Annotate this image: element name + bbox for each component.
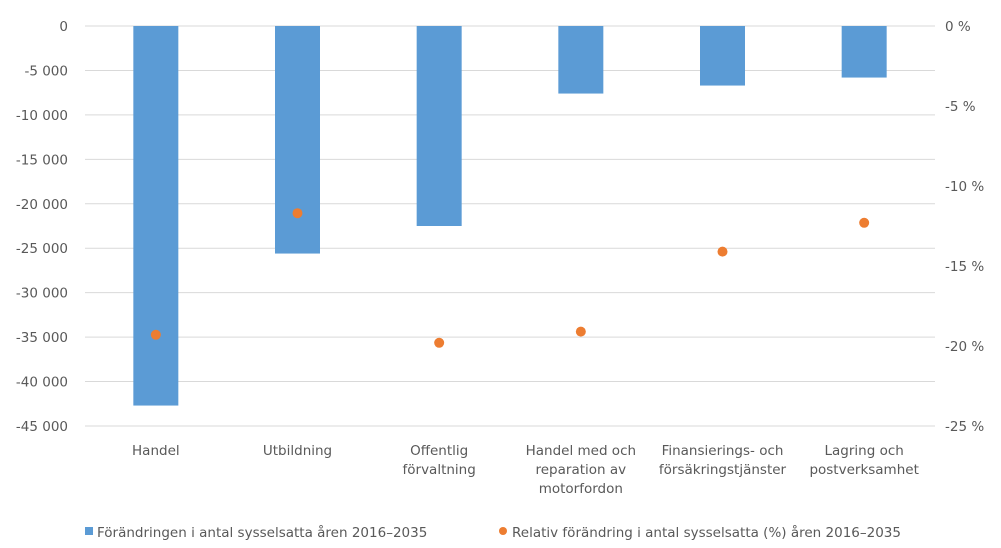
left-axis-tick-label: -5 000 (24, 63, 68, 79)
data-point (575, 326, 586, 337)
category-label-line: Offentlig (410, 443, 468, 459)
data-point (150, 329, 161, 340)
legend-swatch-marker (499, 527, 507, 535)
left-axis-tick-label: -20 000 (16, 197, 68, 213)
category-label-line: förvaltning (403, 462, 476, 478)
category-label: Offentlig förvaltning (403, 443, 476, 478)
legend-label-marker: Relativ förändring i antal sysselsatta (… (512, 524, 901, 541)
data-point (859, 217, 870, 228)
left-axis-tick-label: -40 000 (16, 375, 68, 391)
right-axis-tick-label: 0 % (945, 19, 971, 35)
legend-label-bar: Förändringen i antal sysselsatta åren 20… (97, 524, 427, 541)
category-label-line: reparation av (536, 462, 627, 478)
category-label: Handel (132, 443, 180, 459)
right-axis-tick-label: -15 % (945, 259, 984, 275)
data-point (717, 246, 728, 257)
left-axis-tick-label: -10 000 (16, 108, 68, 124)
bar (133, 26, 179, 406)
category-label-line: motorfordon (539, 481, 623, 497)
data-point (292, 208, 303, 219)
left-axis-tick-label: -45 000 (16, 419, 68, 435)
bar (416, 26, 462, 226)
right-axis-tick-label: -10 % (945, 179, 984, 195)
legend-swatch-bar (85, 527, 93, 535)
category-label-line: Utbildning (263, 443, 332, 459)
left-axis-tick-label: -35 000 (16, 330, 68, 346)
left-axis-tick-label: -15 000 (16, 152, 68, 168)
category-label-line: Handel med och (526, 443, 636, 459)
bar (841, 26, 887, 78)
category-label-line: försäkringstjänster (659, 462, 787, 478)
left-axis-tick-label: 0 (59, 19, 68, 35)
category-label-line: Finansierings- och (662, 443, 784, 459)
category-label: Lagring och postverksamhet (809, 443, 918, 478)
category-label: Finansierings- och försäkringstjänster (659, 443, 787, 478)
category-label: Handel med och reparation av motorfordon (526, 443, 636, 497)
right-axis-tick-label: -5 % (945, 99, 976, 115)
bar (275, 26, 320, 254)
category-label-line: Handel (132, 443, 180, 459)
category-label-line: Lagring och (825, 443, 904, 459)
category-label-line: postverksamhet (809, 462, 918, 478)
right-axis-tick-label: -25 % (945, 419, 984, 435)
right-axis-tick-label: -20 % (945, 339, 984, 355)
category-label: Utbildning (263, 443, 332, 459)
bar (700, 26, 745, 86)
left-axis-tick-label: -30 000 (16, 286, 68, 302)
left-axis-tick-label: -25 000 (16, 241, 68, 257)
data-point (434, 337, 445, 348)
bar (558, 26, 604, 94)
